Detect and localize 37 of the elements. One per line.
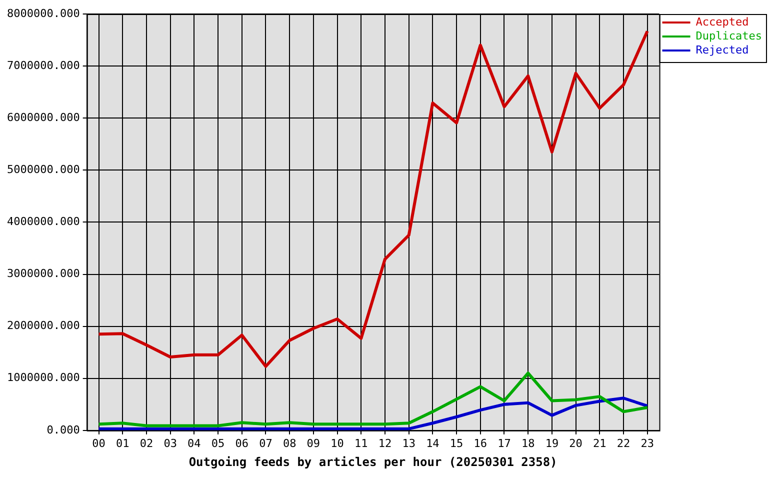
y-tick-label: 8000000.000 bbox=[6, 6, 80, 20]
x-tick-label: 00 bbox=[92, 436, 106, 450]
x-tick-label: 23 bbox=[640, 436, 654, 450]
x-tick-label: 17 bbox=[498, 436, 511, 450]
x-axis-title: Outgoing feeds by articles per hour (20250301 2358) bbox=[188, 454, 558, 469]
x-tick-label: 20 bbox=[569, 436, 582, 450]
x-tick-label: 22 bbox=[616, 436, 630, 450]
y-tick-label: 1000000.000 bbox=[6, 371, 80, 384]
legend-label: Rejected bbox=[696, 43, 749, 56]
y-tick-label: 3000000.000 bbox=[6, 267, 80, 280]
x-tick-label: 13 bbox=[402, 436, 416, 450]
x-tick-label: 12 bbox=[378, 436, 392, 450]
legend-label: Duplicates bbox=[696, 29, 762, 42]
x-tick-label: 09 bbox=[306, 436, 320, 450]
x-tick-label: 18 bbox=[521, 436, 535, 450]
y-tick-label: 5000000.000 bbox=[6, 163, 80, 176]
x-tick-label: 03 bbox=[164, 436, 177, 450]
x-tick-label: 06 bbox=[235, 436, 249, 450]
x-tick-label: 11 bbox=[354, 436, 368, 450]
x-tick-label: 08 bbox=[282, 436, 296, 450]
x-tick-label: 02 bbox=[140, 436, 154, 450]
x-tick-label: 07 bbox=[259, 436, 272, 450]
x-tick-label: 16 bbox=[474, 436, 488, 450]
y-tick-label: 4000000.000 bbox=[6, 215, 80, 228]
x-tick-label: 15 bbox=[450, 436, 464, 450]
x-tick-label: 19 bbox=[545, 436, 559, 450]
x-tick-label: 04 bbox=[188, 436, 202, 450]
x-tick-label: 10 bbox=[330, 436, 344, 450]
x-tick-label: 05 bbox=[211, 436, 225, 450]
y-tick-label: 2000000.000 bbox=[6, 319, 80, 332]
y-tick-label: 6000000.000 bbox=[6, 110, 80, 124]
x-tick-label: 14 bbox=[426, 436, 440, 450]
x-tick-label: 01 bbox=[116, 436, 130, 450]
y-tick-label: 7000000.000 bbox=[6, 58, 80, 72]
legend-label: Accepted bbox=[696, 15, 749, 28]
y-tick-label: 0.000 bbox=[46, 423, 80, 436]
x-tick-label: 21 bbox=[593, 436, 606, 450]
